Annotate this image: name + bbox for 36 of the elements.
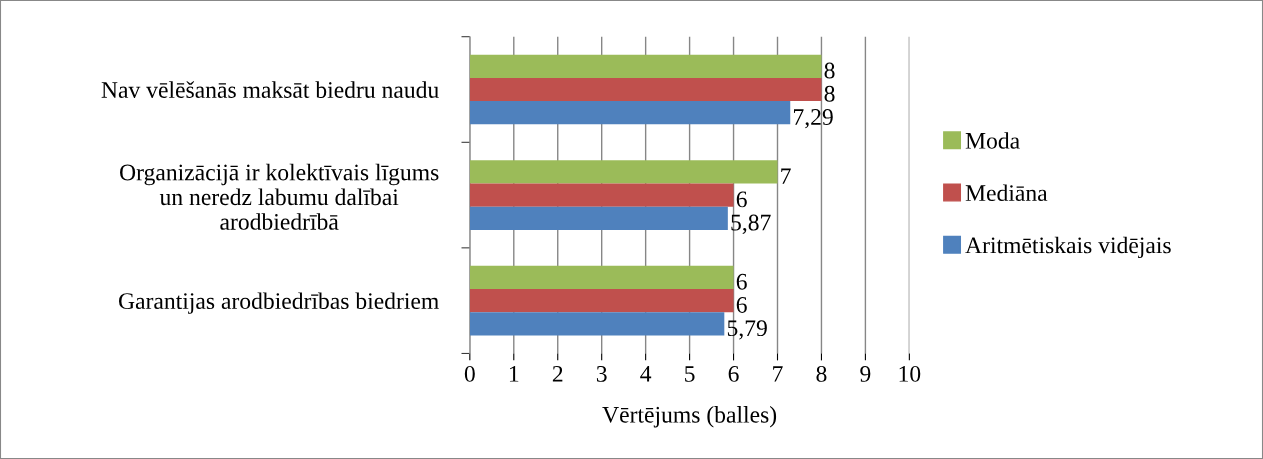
legend-label: Mediāna <box>965 184 1048 202</box>
bar <box>469 160 778 184</box>
x-tick-label: 6 <box>728 365 739 382</box>
x-tick-label: 0 <box>464 365 475 382</box>
data-label: 8 <box>824 62 835 79</box>
data-label: 7,29 <box>794 109 833 129</box>
y-tick-label: Garantijas arodbiedrības biedriem <box>118 292 439 314</box>
bar <box>469 312 725 336</box>
bar <box>469 183 734 207</box>
legend-label: Aritmētiskais vidējais <box>965 236 1171 259</box>
legend-label: Moda <box>965 132 1020 149</box>
bar <box>469 289 734 313</box>
x-tick-label: 9 <box>860 365 871 382</box>
x-tick-label: 8 <box>816 365 827 382</box>
x-tick-label: 5 <box>685 366 695 382</box>
data-label: 5,79 <box>727 320 767 340</box>
bar <box>469 77 822 102</box>
y-tick-label: Organizācijā ir kolektīvais līgums un neredz labumu dalībai arodbiedrībā <box>120 163 439 230</box>
x-tick-label: 2 <box>552 365 563 382</box>
data-label: 6 <box>736 297 747 313</box>
bar <box>469 206 728 230</box>
bar <box>469 101 791 125</box>
x-tick-label: 10 <box>899 365 921 382</box>
data-label: 6 <box>736 191 747 208</box>
x-axis-title: Vērtējums (balles) <box>602 406 777 428</box>
data-label: 5,87 <box>731 214 771 234</box>
bar <box>469 265 734 290</box>
x-tick-label: 3 <box>596 365 607 382</box>
data-label: 7 <box>781 168 791 184</box>
bar <box>469 54 822 78</box>
x-tick-label: 4 <box>640 366 652 382</box>
x-tick-label: 1 <box>509 366 519 382</box>
y-tick-label: Nav vēlēšanās maksāt biedru naudu <box>101 81 439 98</box>
data-label: 8 <box>824 85 835 102</box>
x-tick-label: 7 <box>773 366 783 382</box>
data-label: 6 <box>736 273 747 290</box>
